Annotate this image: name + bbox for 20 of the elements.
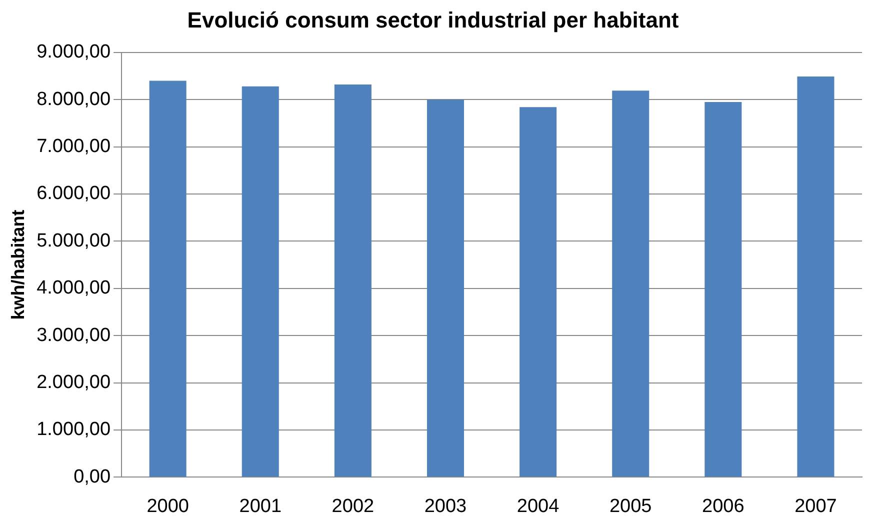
y-tick-label: 5.000,00 <box>36 230 111 252</box>
y-tick-label: 2.000,00 <box>36 372 111 394</box>
y-tick-label: 6.000,00 <box>36 183 111 204</box>
x-tick-label: 2001 <box>239 496 282 517</box>
y-tick-label: 3.000,00 <box>36 324 111 346</box>
y-tick-label: 8.000,00 <box>36 88 111 110</box>
x-tick-label: 2002 <box>332 496 374 517</box>
x-tick-label: 2003 <box>424 496 467 517</box>
y-tick-label: 4.000,00 <box>36 278 111 299</box>
y-axis-title: kwh/habitant <box>8 210 28 320</box>
x-tick-label: 2006 <box>702 496 744 517</box>
y-tick-label: 1.000,00 <box>36 419 111 440</box>
y-tick-label: 0,00 <box>74 466 111 488</box>
y-tick-label: 7.000,00 <box>36 136 111 158</box>
x-tick-label: 2007 <box>794 496 837 517</box>
x-tick-label: 2000 <box>146 496 189 517</box>
y-tick-label: 9.000,00 <box>36 42 111 63</box>
x-tick-label: 2005 <box>609 496 652 517</box>
x-tick-label: 2004 <box>516 496 560 517</box>
chart-title: Evolució consum sector industrial per habitant <box>187 7 680 32</box>
